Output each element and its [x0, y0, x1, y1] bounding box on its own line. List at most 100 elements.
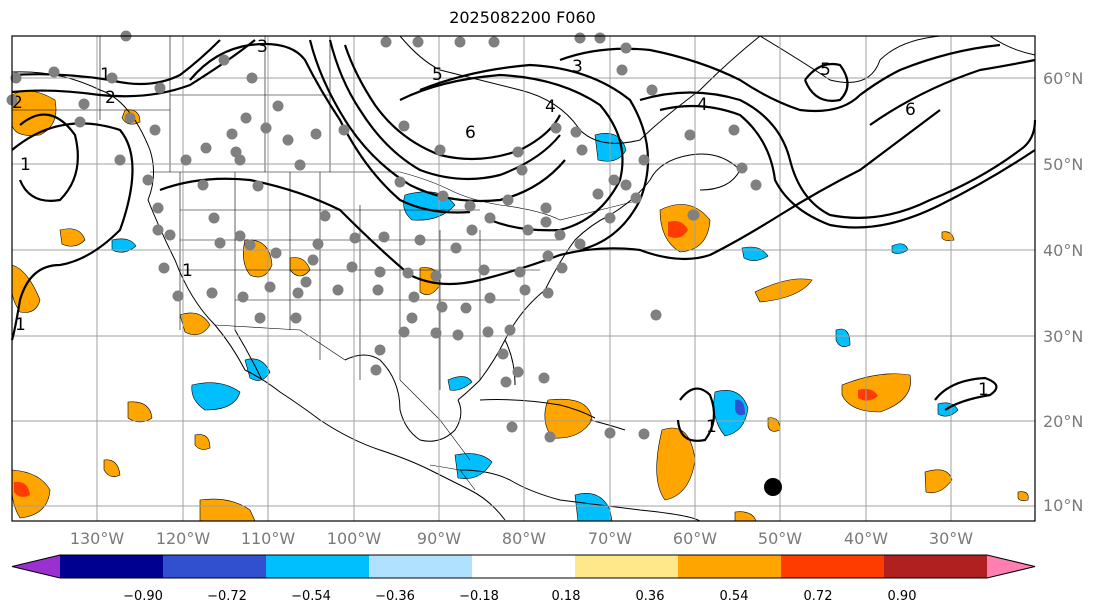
- contour-1-tropical: [676, 387, 716, 442]
- station-dot: [10, 72, 22, 84]
- negative-anomaly-patch: [111, 238, 137, 253]
- station-dot: [452, 329, 464, 341]
- contour-label: 4: [697, 95, 708, 115]
- negative-anomaly-patch: [835, 328, 851, 347]
- colorbar-tick: 0.36: [636, 589, 665, 604]
- colorbar-segment: [678, 555, 782, 578]
- colorbar-tick: 0.90: [888, 589, 917, 604]
- station-dot: [398, 120, 410, 132]
- contour-label: 1: [15, 315, 26, 335]
- colorbar-tick: −0.72: [207, 589, 247, 604]
- station-dot: [540, 216, 552, 228]
- station-dot: [437, 190, 449, 202]
- station-dot: [252, 180, 264, 192]
- station-dot: [319, 210, 331, 222]
- station-dot: [152, 202, 164, 214]
- positive-anomaly-patch: [179, 312, 211, 336]
- contour-5-east: [639, 91, 1037, 219]
- station-dot: [254, 312, 266, 324]
- station-markers: [6, 30, 762, 443]
- station-dot: [466, 224, 478, 236]
- station-dot: [550, 122, 562, 134]
- contour-5-small-ring: [803, 62, 849, 102]
- positive-anomaly-patch: [103, 459, 121, 477]
- negative-anomaly-patch: [244, 358, 271, 381]
- contour-label: 1: [182, 261, 193, 281]
- florida: [504, 339, 516, 386]
- negative-anomaly-patch: [191, 382, 241, 411]
- station-dot: [500, 376, 512, 388]
- station-dot: [349, 232, 361, 244]
- greenland-coast: [759, 35, 941, 83]
- strong-positive-patch: [668, 221, 688, 238]
- station-dot: [106, 72, 118, 84]
- station-dot: [512, 366, 524, 378]
- station-dot: [300, 276, 312, 288]
- station-dot: [149, 124, 161, 136]
- station-dot: [282, 134, 294, 146]
- gulf-of-mexico-coast: [344, 354, 462, 442]
- contour-1-west: [10, 122, 134, 341]
- station-dot: [604, 212, 616, 224]
- contour-label: 3: [257, 37, 268, 57]
- central-america-border: [429, 464, 476, 491]
- lon-label: 110°W: [241, 529, 296, 548]
- station-dot: [750, 179, 762, 191]
- station-dot: [290, 312, 302, 324]
- shaded-fields: [11, 90, 1029, 522]
- station-dot: [478, 264, 490, 276]
- station-dot: [556, 262, 568, 274]
- station-dot: [158, 262, 170, 274]
- station-dot: [332, 284, 344, 296]
- station-dot: [74, 116, 86, 128]
- positive-anomaly-patch: [656, 427, 696, 501]
- positive-anomaly-patch: [544, 398, 593, 439]
- station-dot: [430, 327, 442, 339]
- station-dot: [234, 154, 246, 166]
- positive-anomaly-patch: [127, 401, 153, 423]
- station-dot: [616, 64, 628, 76]
- lon-label: 70°W: [588, 529, 632, 548]
- station-dot: [542, 250, 554, 262]
- station-dot: [482, 326, 494, 338]
- colorbar-outline: [11, 554, 1036, 579]
- station-dot: [142, 174, 154, 186]
- positive-anomaly-patch: [841, 373, 911, 413]
- positive-anomaly-patch: [754, 278, 813, 303]
- contour-1-east: [934, 376, 998, 411]
- station-dot: [434, 144, 446, 156]
- colorbar-segment: [472, 555, 576, 578]
- station-dot: [592, 188, 604, 200]
- latitude-axis: 60°N 50°N 40°N 30°N 20°N 10°N: [1043, 69, 1083, 515]
- lat-label: 40°N: [1043, 241, 1083, 260]
- lon-label: 30°W: [929, 529, 973, 548]
- contour-label: 1: [706, 417, 717, 437]
- station-dot: [594, 32, 606, 44]
- contour-lines: [10, 39, 1037, 442]
- lat-label: 10°N: [1043, 496, 1083, 515]
- station-dot: [208, 212, 220, 224]
- lon-label: 120°W: [156, 529, 211, 548]
- station-dot: [214, 237, 226, 249]
- station-dot: [206, 287, 218, 299]
- station-dot: [394, 176, 406, 188]
- station-dot: [544, 431, 556, 443]
- contour-label: 1: [978, 380, 989, 400]
- station-dot: [218, 54, 230, 66]
- cuba: [479, 399, 596, 419]
- lon-label: 50°W: [758, 529, 802, 548]
- station-dot: [152, 224, 164, 236]
- station-dot: [310, 128, 322, 140]
- colorbar-segment: [266, 555, 370, 578]
- contour-label: 2: [105, 88, 116, 108]
- station-dot: [728, 124, 740, 136]
- station-dot: [650, 309, 662, 321]
- colorbar-tick: −0.90: [123, 589, 163, 604]
- station-dot: [574, 32, 586, 44]
- station-dot: [264, 281, 276, 293]
- station-dot: [312, 238, 324, 250]
- colorbar-segment: [781, 555, 885, 578]
- strong-positive-patch: [858, 388, 878, 401]
- baja-california: [234, 329, 263, 381]
- station-dot: [512, 146, 524, 158]
